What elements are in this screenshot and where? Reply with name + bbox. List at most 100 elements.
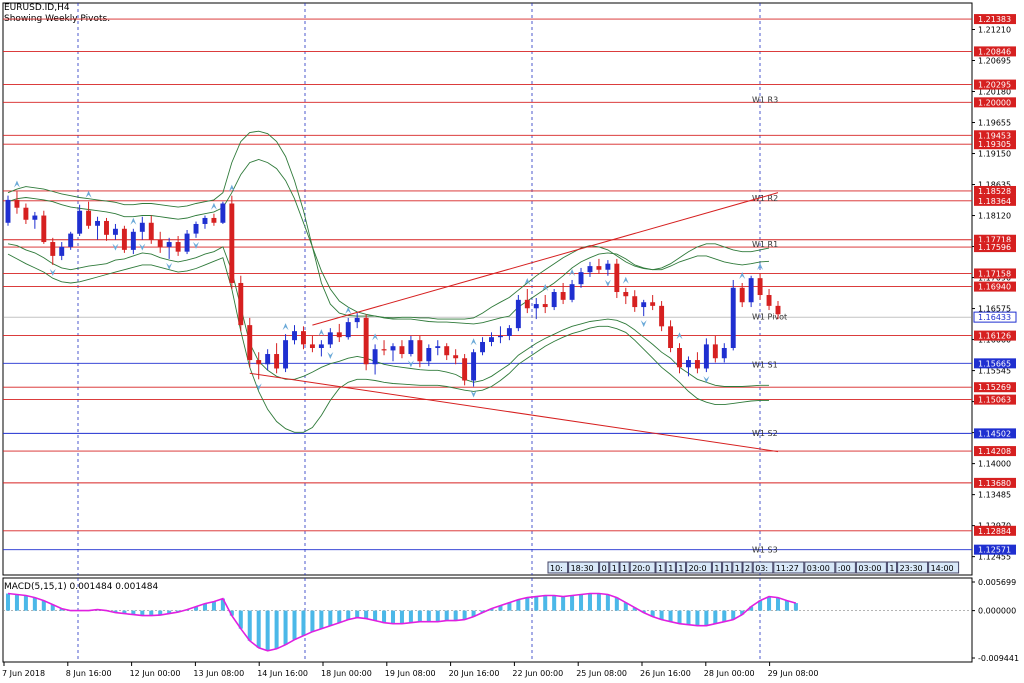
candle-body (506, 328, 512, 336)
pivot-label: W1 S2 (752, 429, 778, 438)
time-tag: 18:30 (571, 564, 594, 573)
candle-body (766, 295, 772, 306)
macd-histogram-bar (525, 597, 530, 611)
candle-body (292, 331, 297, 341)
macd-histogram-bar (229, 610, 234, 616)
fractal-up-icon (542, 284, 549, 292)
candle-body (301, 331, 306, 345)
fractal-up-icon (739, 271, 746, 279)
time-tag-box (655, 561, 666, 574)
fractal-down-icon (49, 268, 56, 276)
candle-body (390, 346, 396, 351)
candle-body (748, 278, 754, 303)
macd-tick-label: 0.000000 (978, 607, 1016, 616)
macd-histogram-bar (623, 602, 628, 611)
macd-histogram-bar (328, 610, 333, 626)
candle-body (121, 228, 127, 250)
candle-body (417, 340, 423, 362)
candle-body (283, 340, 289, 369)
macd-histogram-bar (641, 610, 646, 613)
candle-body (41, 215, 47, 243)
bollinger-band (7, 130, 770, 320)
candle-body (354, 317, 360, 323)
macd-histogram-bar (686, 610, 691, 625)
candle-body (157, 239, 163, 247)
macd-histogram-bar (749, 606, 754, 611)
macd-histogram-bar (793, 603, 798, 611)
candle-body (721, 348, 727, 359)
macd-histogram-bar (543, 595, 548, 611)
level-label: 1.19453 (978, 131, 1011, 140)
level-label-box (974, 130, 1016, 141)
candle-body (596, 266, 602, 270)
fractal-down-icon (407, 360, 414, 368)
candle-body (202, 217, 208, 224)
macd-histogram-bar (659, 610, 664, 620)
macd-histogram-bar (695, 610, 700, 626)
fractal-up-icon (676, 332, 683, 340)
time-tag: 0 (602, 564, 607, 573)
pivot-label: W1 S3 (752, 546, 778, 555)
current-price-label: 1.16433 (978, 313, 1011, 322)
fractal-down-icon (112, 243, 119, 251)
candle-body (112, 228, 118, 235)
level-label-box (974, 14, 1016, 25)
macd-histogram-bar (292, 610, 297, 640)
candle-body (524, 299, 530, 309)
time-axis-label: 7 Jun 2018 (2, 669, 45, 678)
candle-body (462, 358, 468, 381)
time-tag-box (773, 561, 805, 574)
bollinger-band (7, 243, 769, 387)
price-tick-label: 1.16575 (978, 305, 1011, 314)
time-tag: 1 (668, 564, 673, 573)
candle-body (408, 340, 414, 355)
candle-body (703, 344, 709, 369)
candle-body (274, 354, 280, 369)
time-tag-box (619, 561, 630, 574)
fractal-up-icon (282, 323, 289, 331)
time-tag: :00 (838, 564, 851, 573)
macd-histogram-bar (758, 600, 763, 611)
time-tag: 11:27 (776, 564, 799, 573)
time-tag: 23:30 (900, 564, 923, 573)
level-label-box (974, 446, 1016, 457)
level-label: 1.20295 (978, 81, 1011, 90)
candle-body (533, 304, 539, 309)
time-tag-box (609, 561, 620, 574)
pivot-label: W1 R3 (752, 95, 778, 104)
pivot-label: W1 R2 (752, 194, 778, 203)
candle-body (560, 292, 566, 300)
macd-histogram-bar (310, 610, 315, 632)
fractal-down-icon (193, 241, 200, 249)
candle-body (95, 220, 100, 226)
macd-histogram-bar (283, 610, 288, 645)
macd-histogram-bar (552, 595, 557, 611)
macd-histogram-bar (480, 610, 485, 613)
fractal-down-icon (327, 352, 334, 360)
macd-histogram-bar (417, 610, 422, 622)
time-tag: 1 (612, 564, 617, 573)
level-label-box (974, 428, 1016, 439)
price-tick-label: 1.15545 (978, 367, 1011, 376)
candle-body (59, 246, 65, 256)
level-label: 1.15269 (978, 383, 1011, 392)
bollinger-band (7, 253, 769, 433)
price-tick-label: 1.21210 (978, 25, 1011, 34)
time-axis-label: 12 Jun 00:00 (130, 669, 181, 678)
macd-histogram-bar (131, 610, 136, 615)
macd-histogram-bar (489, 608, 494, 611)
macd-histogram-bar (740, 610, 745, 615)
candle-body (5, 199, 11, 223)
level-label-box (974, 185, 1016, 196)
level-label: 1.20000 (978, 98, 1011, 107)
candle-body (86, 210, 92, 226)
time-tag-box (675, 561, 687, 574)
macd-histogram-bar (587, 593, 592, 611)
macd-histogram-bar (5, 593, 11, 611)
level-label: 1.16940 (978, 283, 1011, 292)
time-tag-box (897, 561, 929, 574)
level-label: 1.14502 (978, 429, 1011, 438)
time-tag-box (855, 561, 887, 574)
macd-histogram-bar (14, 594, 19, 611)
